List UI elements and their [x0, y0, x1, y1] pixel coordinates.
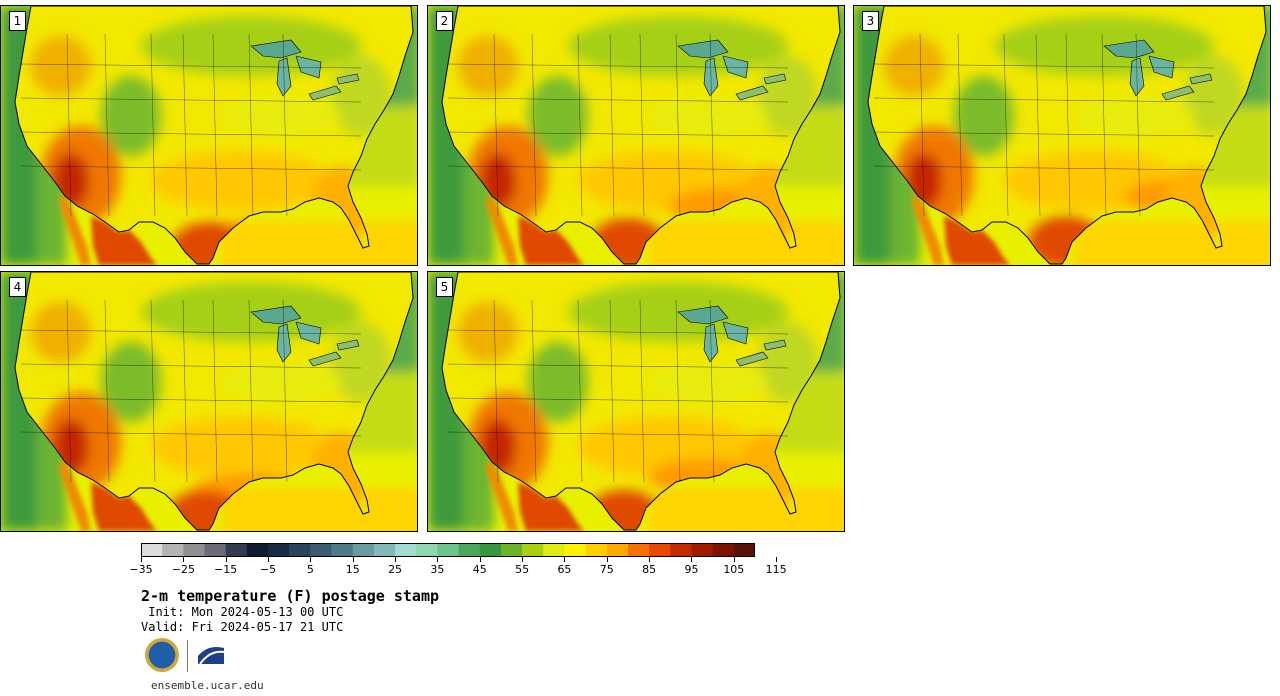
colorbar-tick: [183, 557, 185, 562]
ncar-logo-mark: [198, 647, 224, 664]
member-number-label: 2: [436, 11, 453, 31]
ensemble-member-map-2: 2: [427, 5, 845, 266]
colorbar-tick: [776, 557, 778, 562]
colorbar-tick-label: 15: [345, 563, 360, 576]
colorbar-swatch: [649, 543, 671, 557]
valid-time: Valid: Fri 2024-05-17 21 UTC: [141, 620, 344, 634]
colorbar-tick: [564, 557, 566, 562]
figure-title: 2-m temperature (F) postage stamp: [141, 587, 440, 605]
colorbar-tick: [352, 557, 354, 562]
ensemble-member-map-5: 5: [427, 271, 845, 532]
colorbar-tick: [141, 557, 142, 562]
website-url: ensemble.ucar.edu: [151, 679, 264, 692]
member-number-label: 4: [9, 277, 26, 297]
colorbar-swatch: [437, 543, 460, 557]
colorbar-tick-label: 85: [642, 563, 657, 576]
temperature-map: [1, 6, 417, 265]
member-number-label: 1: [9, 11, 26, 31]
colorbar-swatch: [331, 543, 354, 557]
colorbar-tick: [437, 557, 439, 562]
temperature-map: [1, 272, 417, 531]
colorbar-swatch: [733, 543, 755, 557]
colorbar-tick: [268, 557, 270, 562]
ensemble-member-map-1: 1: [0, 5, 418, 266]
colorbar-swatch: [564, 543, 587, 557]
colorbar-swatch: [310, 543, 333, 557]
colorbar-swatch: [183, 543, 206, 557]
colorbar-tick: [395, 557, 397, 562]
colorbar-tick-label: 95: [684, 563, 699, 576]
ensemble-member-map-3: 3: [853, 5, 1271, 266]
colorbar-swatch: [225, 543, 248, 557]
colorbar-swatch: [543, 543, 566, 557]
colorbar-border: [141, 543, 755, 557]
colorbar-swatch: [268, 543, 290, 557]
colorbar-swatch: [373, 543, 396, 557]
colorbar-tick: [225, 557, 227, 562]
colorbar-tick: [479, 557, 481, 562]
logo-divider: [187, 640, 188, 672]
ensemble-member-map-4: 4: [0, 271, 418, 532]
colorbar-swatch: [416, 543, 439, 557]
colorbar-tick-label: −35: [129, 563, 153, 576]
init-time: Init: Mon 2024-05-13 00 UTC: [141, 605, 344, 619]
colorbar-tick: [649, 557, 651, 562]
colorbar-swatch: [522, 543, 544, 557]
colorbar-tick-label: 5: [306, 563, 314, 576]
colorbar-tick-label: 45: [472, 563, 487, 576]
colorbar-tick: [606, 557, 608, 562]
colorbar-tick: [691, 557, 693, 562]
colorbar-swatch: [289, 543, 311, 557]
colorbar-tick-label: 55: [515, 563, 530, 576]
colorbar-swatch: [670, 543, 693, 557]
colorbar-swatch: [585, 543, 608, 557]
colorbar-swatch: [691, 543, 714, 557]
colorbar-swatch: [479, 543, 502, 557]
colorbar-ticks: −35 −25 −15 −5 5 15 25 35 45 55 65 75 85 95 105 115: [0, 557, 800, 581]
colorbar-swatch: [395, 543, 417, 557]
colorbar-swatch: [712, 543, 735, 557]
colorbar-tick: [733, 557, 735, 562]
colorbar-tick-label: 115: [765, 563, 787, 576]
colorbar-swatch: [606, 543, 629, 557]
colorbar-tick-label: 105: [723, 563, 745, 576]
colorbar-swatch: [458, 543, 481, 557]
temperature-map: [428, 6, 844, 265]
colorbar-tick-label: 35: [430, 563, 445, 576]
temperature-map: [428, 272, 844, 531]
colorbar-tick-label: 75: [599, 563, 614, 576]
colorbar-swatch: [246, 543, 269, 557]
member-number-label: 5: [436, 277, 453, 297]
colorbar-tick-label: 25: [388, 563, 403, 576]
colorbar-tick: [522, 557, 524, 562]
colorbar-swatch: [500, 543, 523, 557]
colorbar-swatch: [352, 543, 375, 557]
member-number-label: 3: [862, 11, 879, 31]
colorbar-swatch: [162, 543, 184, 557]
temperature-map: [854, 6, 1270, 265]
nsf-logo: [145, 638, 179, 672]
colorbar-tick-label: −5: [259, 563, 277, 576]
colorbar-tick: [310, 557, 312, 562]
colorbar-swatch: [141, 543, 163, 557]
colorbar-swatch: [627, 543, 650, 557]
colorbar-tick-label: −15: [214, 563, 238, 576]
temperature-colorbar: [141, 543, 755, 557]
colorbar-tick-label: 65: [557, 563, 572, 576]
colorbar-swatch: [204, 543, 227, 557]
colorbar-tick-label: −25: [171, 563, 195, 576]
